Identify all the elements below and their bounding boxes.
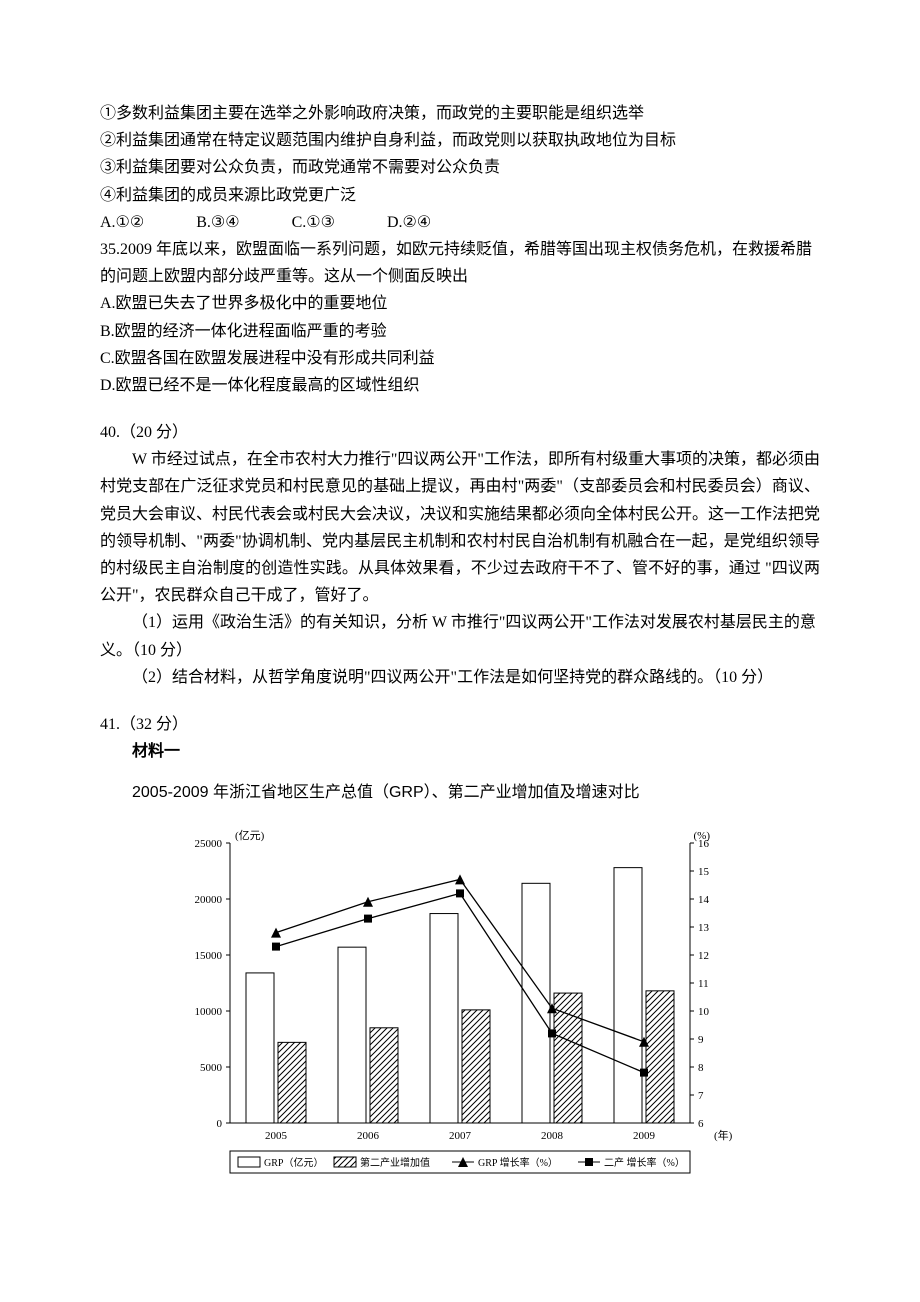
svg-text:(亿元): (亿元) <box>235 829 265 842</box>
svg-text:7: 7 <box>698 1090 704 1102</box>
q35-b: B.欧盟的经济一体化进程面临严重的考验 <box>100 318 820 345</box>
svg-text:二产 增长率（%）: 二产 增长率（%） <box>604 1156 685 1169</box>
chart-title: 2005-2009 年浙江省地区生产总值（GRP）、第二产业增加值及增速对比 <box>100 779 820 806</box>
q35-d: D.欧盟已经不是一体化程度最高的区域性组织 <box>100 372 820 399</box>
svg-text:2005: 2005 <box>265 1130 288 1142</box>
svg-text:GRP 增长率（%）: GRP 增长率（%） <box>478 1156 558 1169</box>
svg-text:10000: 10000 <box>195 1006 223 1018</box>
svg-text:(年): (年) <box>714 1128 733 1142</box>
opt-c: C.①③ <box>292 209 335 236</box>
q40-p1: W 市经过试点，在全市农村大力推行"四议两公开"工作法，即所有村级重大事项的决策… <box>100 446 820 609</box>
svg-text:10: 10 <box>698 1006 710 1018</box>
svg-text:2006: 2006 <box>357 1130 380 1142</box>
svg-text:15: 15 <box>698 866 710 878</box>
q41-head: 41.（32 分） <box>100 711 820 738</box>
q40-head: 40.（20 分） <box>100 419 820 446</box>
svg-text:2007: 2007 <box>449 1130 472 1142</box>
svg-text:2008: 2008 <box>541 1130 564 1142</box>
q40-p3: （2）结合材料，从哲学角度说明"四议两公开"工作法是如何坚持党的群众路线的。（1… <box>100 664 820 691</box>
q41-material-label: 材料一 <box>100 738 820 765</box>
stmt-1: ①多数利益集团主要在选举之外影响政府决策，而政党的主要职能是组织选举 <box>100 100 820 127</box>
svg-text:25000: 25000 <box>195 838 223 850</box>
svg-text:11: 11 <box>698 978 709 990</box>
svg-text:14: 14 <box>698 894 710 906</box>
svg-text:第二产业增加值: 第二产业增加值 <box>360 1156 430 1169</box>
svg-text:0: 0 <box>217 1118 223 1130</box>
svg-text:13: 13 <box>698 922 710 934</box>
chart: (亿元)(%)050001000015000200002500067891011… <box>160 823 760 1193</box>
stmt-3: ③利益集团要对公众负责，而政党通常不需要对公众负责 <box>100 154 820 181</box>
svg-text:6: 6 <box>698 1118 704 1130</box>
opt-a: A.①② <box>100 209 144 236</box>
svg-text:20000: 20000 <box>195 894 223 906</box>
q35-c: C.欧盟各国在欧盟发展进程中没有形成共同利益 <box>100 345 820 372</box>
svg-text:2009: 2009 <box>633 1130 656 1142</box>
svg-text:12: 12 <box>698 950 709 962</box>
svg-text:GRP（亿元）: GRP（亿元） <box>264 1156 323 1169</box>
stmt-2: ②利益集团通常在特定议题范围内维护自身利益，而政党则以获取执政地位为目标 <box>100 127 820 154</box>
q40-p2: （1）运用《政治生活》的有关知识，分析 W 市推行"四议两公开"工作法对发展农村… <box>100 609 820 663</box>
stmt-4: ④利益集团的成员来源比政党更广泛 <box>100 182 820 209</box>
svg-text:16: 16 <box>698 838 710 850</box>
opt-d: D.②④ <box>387 209 431 236</box>
svg-text:5000: 5000 <box>200 1062 223 1074</box>
opt-b: B.③④ <box>196 209 239 236</box>
q35-stem: 35.2009 年底以来，欧盟面临一系列问题，如欧元持续贬值，希腊等国出现主权债… <box>100 236 820 290</box>
q35-a: A.欧盟已失去了世界多极化中的重要地位 <box>100 290 820 317</box>
svg-text:8: 8 <box>698 1062 704 1074</box>
svg-text:9: 9 <box>698 1034 704 1046</box>
stmt-options: A.①② B.③④ C.①③ D.②④ <box>100 209 820 236</box>
svg-text:15000: 15000 <box>195 950 223 962</box>
